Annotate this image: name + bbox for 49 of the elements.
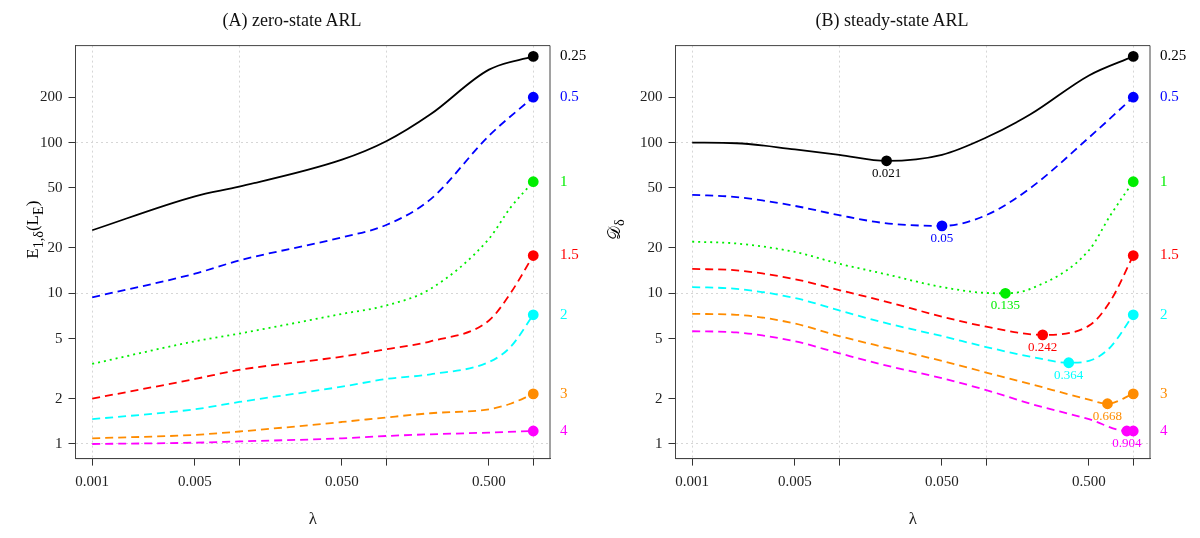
x-axis-title: λ — [308, 509, 318, 529]
series-label: 0.5 — [560, 88, 579, 105]
series-label: 1.5 — [560, 246, 579, 263]
y-tick-label: 100 — [640, 133, 663, 150]
x-tick-label: 0.050 — [925, 473, 959, 490]
annotation: 0.242 — [1028, 338, 1058, 354]
y-tick-label: 10 — [647, 284, 663, 301]
x-axis-title: λ — [908, 509, 918, 529]
series-label: 3 — [560, 384, 568, 401]
y-tick-label: 50 — [647, 178, 663, 195]
chart-title: (A) zero-state ARL — [222, 9, 362, 31]
series-label: 1 — [560, 172, 568, 189]
chart-title: (B) steady-state ARL — [815, 9, 969, 31]
x-tick-label: 0.050 — [325, 473, 359, 490]
series-label: 1.5 — [1160, 246, 1179, 263]
y-tick-label: 20 — [47, 238, 63, 255]
series-label: 4 — [1160, 421, 1168, 438]
x-tick-label: 0.001 — [75, 473, 110, 490]
y-tick-label: 5 — [655, 329, 663, 346]
annotation: 0.364 — [1054, 366, 1084, 382]
y-tick-label: 200 — [640, 88, 663, 105]
series-label: 0.25 — [560, 47, 587, 64]
annotation: 0.668 — [1092, 407, 1123, 423]
y-tick-label: 5 — [55, 329, 63, 346]
series-label: 4 — [560, 421, 568, 438]
x-tick-label: 0.500 — [472, 473, 506, 490]
x-tick-label: 0.005 — [778, 473, 812, 490]
y-tick-label: 50 — [47, 178, 63, 195]
y-tick-label: 200 — [40, 88, 63, 105]
y-tick-label: 20 — [647, 238, 663, 255]
series-label: 3 — [1160, 384, 1168, 401]
annotation: 0.05 — [930, 229, 954, 245]
x-tick-label: 0.500 — [1072, 473, 1106, 490]
x-tick-label: 0.005 — [178, 473, 212, 490]
series-label: 2 — [1160, 305, 1168, 322]
series-label: 1 — [1160, 172, 1168, 189]
x-tick-label: 0.001 — [675, 473, 710, 490]
y-tick-label: 100 — [40, 133, 63, 150]
annotation: 0.021 — [871, 164, 902, 180]
series-label: 0.25 — [1160, 47, 1187, 64]
annotation: 0.135 — [990, 297, 1021, 313]
y-tick-label: 2 — [55, 389, 63, 406]
y-tick-label: 1 — [55, 434, 63, 451]
series-label: 2 — [560, 305, 568, 322]
y-tick-label: 10 — [47, 284, 63, 301]
series-label: 0.5 — [1160, 88, 1179, 105]
y-tick-label: 1 — [655, 434, 663, 451]
y-tick-label: 2 — [655, 389, 663, 406]
annotation: 0.904 — [1112, 434, 1142, 450]
